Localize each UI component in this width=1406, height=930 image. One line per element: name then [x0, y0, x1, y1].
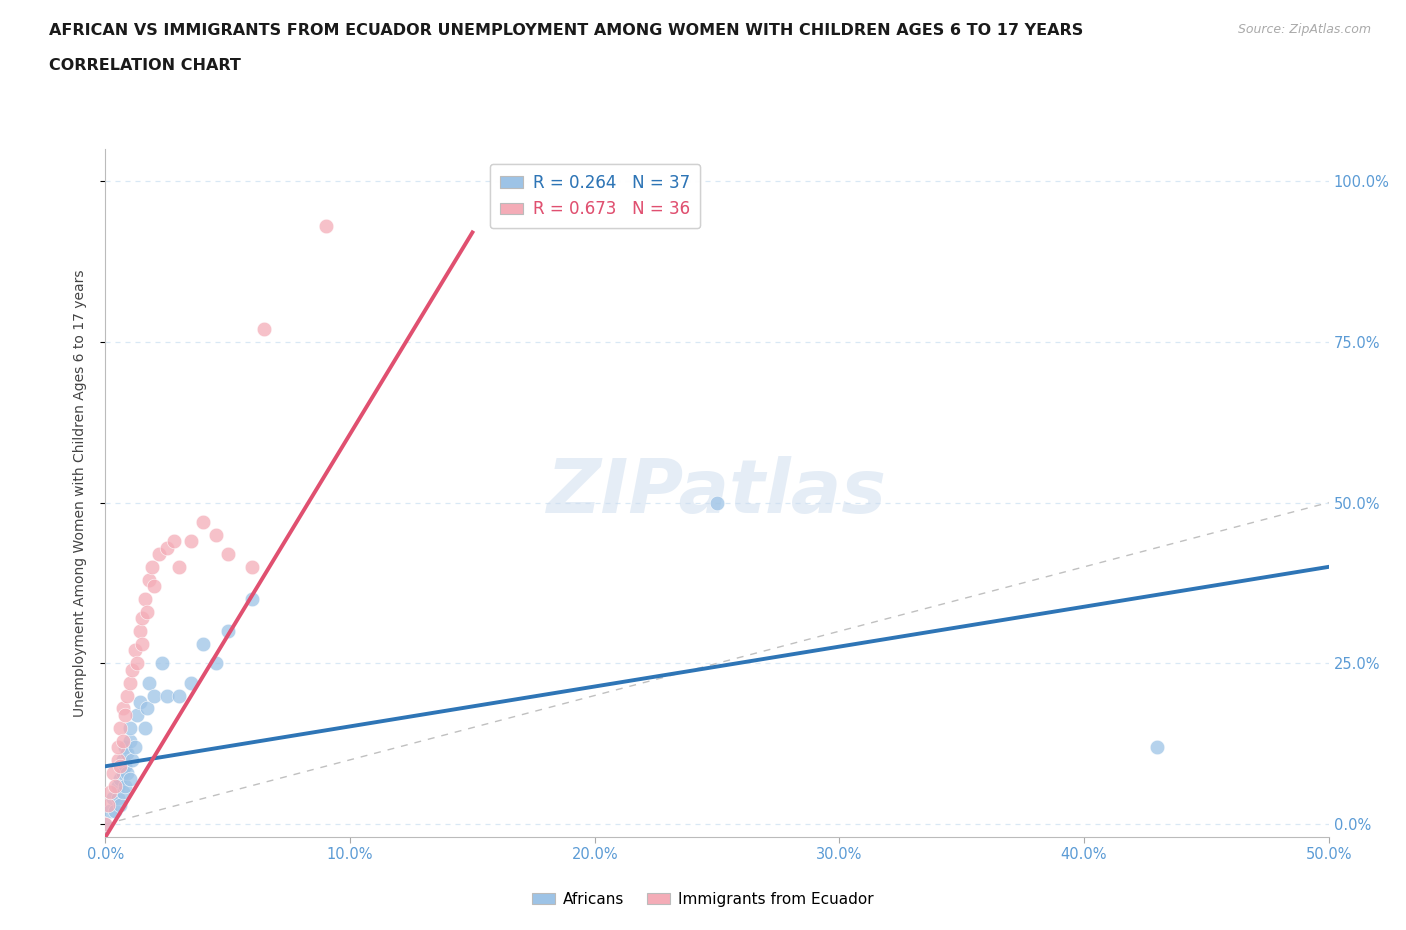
Point — [167, 560, 190, 575]
Point — [107, 739, 129, 754]
Text: AFRICAN VS IMMIGRANTS FROM ECUADOR UNEMPLOYMENT AMONG WOMEN WITH CHILDREN AGES 6: AFRICAN VS IMMIGRANTS FROM ECUADOR UNEMP… — [49, 23, 1084, 38]
Point — [94, 817, 117, 831]
Point — [98, 785, 121, 800]
Point — [111, 733, 134, 748]
Point — [138, 572, 160, 587]
Point — [134, 720, 156, 735]
Point — [108, 720, 131, 735]
Point — [104, 778, 127, 793]
Point — [118, 720, 141, 735]
Text: Source: ZipAtlas.com: Source: ZipAtlas.com — [1237, 23, 1371, 36]
Point — [121, 662, 143, 677]
Point — [141, 560, 163, 575]
Point — [217, 547, 239, 562]
Point — [111, 785, 134, 800]
Point — [128, 624, 150, 639]
Point — [204, 656, 226, 671]
Point — [136, 604, 159, 619]
Point — [134, 591, 156, 606]
Point — [121, 752, 143, 767]
Point — [124, 643, 146, 658]
Point — [118, 772, 141, 787]
Point — [101, 791, 124, 806]
Point — [156, 540, 179, 555]
Point — [108, 772, 131, 787]
Point — [217, 624, 239, 639]
Point — [111, 765, 134, 780]
Y-axis label: Unemployment Among Women with Children Ages 6 to 17 years: Unemployment Among Women with Children A… — [73, 269, 87, 717]
Point — [114, 759, 136, 774]
Point — [118, 733, 141, 748]
Point — [98, 804, 121, 818]
Point — [107, 791, 129, 806]
Point — [118, 675, 141, 690]
Point — [117, 765, 139, 780]
Point — [131, 611, 153, 626]
Point — [138, 675, 160, 690]
Point — [114, 739, 136, 754]
Point — [107, 778, 129, 793]
Point — [167, 688, 190, 703]
Point — [94, 817, 117, 831]
Point — [136, 701, 159, 716]
Point — [143, 578, 166, 593]
Point — [108, 759, 131, 774]
Point — [104, 804, 127, 818]
Point — [204, 527, 226, 542]
Text: ZIPatlas: ZIPatlas — [547, 457, 887, 529]
Point — [127, 656, 149, 671]
Point — [101, 765, 124, 780]
Point — [143, 688, 166, 703]
Point — [315, 219, 337, 233]
Legend: R = 0.264   N = 37, R = 0.673   N = 36: R = 0.264 N = 37, R = 0.673 N = 36 — [489, 164, 700, 229]
Point — [128, 695, 150, 710]
Point — [107, 752, 129, 767]
Point — [156, 688, 179, 703]
Point — [240, 591, 263, 606]
Point — [108, 797, 131, 812]
Point — [97, 797, 120, 812]
Point — [117, 688, 139, 703]
Point — [150, 656, 173, 671]
Point — [127, 708, 149, 723]
Point — [180, 675, 202, 690]
Point — [114, 708, 136, 723]
Point — [193, 514, 215, 529]
Point — [163, 534, 186, 549]
Point — [180, 534, 202, 549]
Point — [131, 637, 153, 652]
Point — [111, 752, 134, 767]
Point — [111, 701, 134, 716]
Point — [1146, 739, 1168, 754]
Point — [193, 637, 215, 652]
Point — [117, 746, 139, 761]
Point — [114, 778, 136, 793]
Text: CORRELATION CHART: CORRELATION CHART — [49, 58, 240, 73]
Point — [124, 739, 146, 754]
Point — [253, 322, 276, 337]
Legend: Africans, Immigrants from Ecuador: Africans, Immigrants from Ecuador — [526, 886, 880, 913]
Point — [706, 495, 728, 510]
Point — [240, 560, 263, 575]
Point — [148, 547, 170, 562]
